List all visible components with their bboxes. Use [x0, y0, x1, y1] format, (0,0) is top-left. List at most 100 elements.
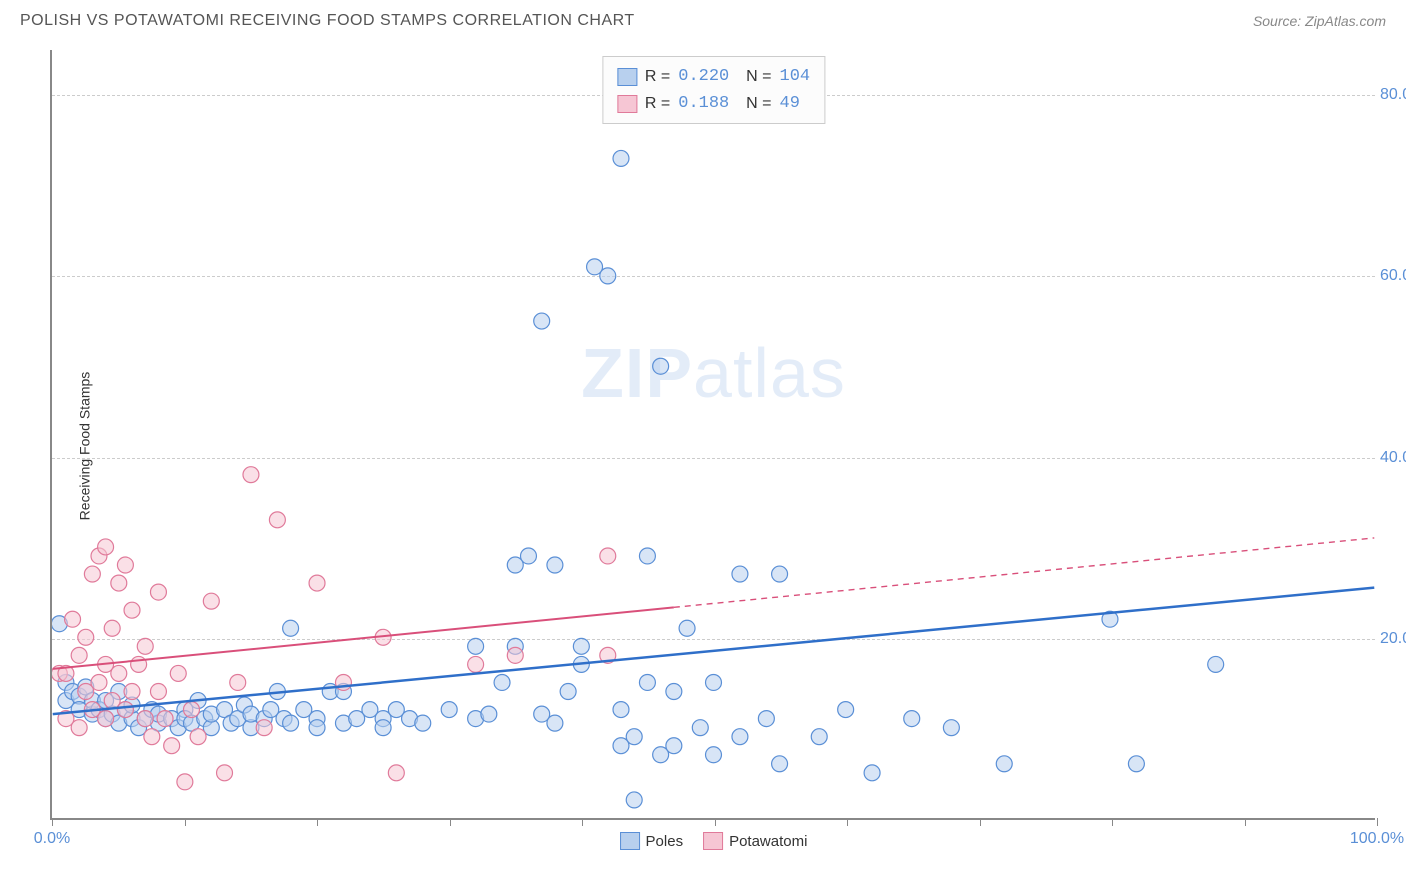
data-point — [507, 647, 523, 663]
data-point — [521, 548, 537, 564]
data-point — [547, 557, 563, 573]
data-point — [170, 665, 186, 681]
data-point — [415, 715, 431, 731]
data-point — [137, 638, 153, 654]
y-tick-label: 80.0% — [1380, 86, 1406, 104]
data-point — [864, 765, 880, 781]
series-legend: Poles Potawatomi — [620, 832, 808, 850]
x-tick-label: 100.0% — [1350, 830, 1404, 848]
data-point — [388, 765, 404, 781]
x-tick — [1112, 818, 1113, 826]
data-point — [481, 706, 497, 722]
data-point — [111, 575, 127, 591]
x-tick-label: 0.0% — [34, 830, 70, 848]
data-point — [534, 313, 550, 329]
data-point — [190, 729, 206, 745]
x-tick — [1245, 818, 1246, 826]
data-point — [732, 729, 748, 745]
data-point — [706, 747, 722, 763]
data-point — [600, 548, 616, 564]
legend-swatch-potawatomi-bottom — [703, 832, 723, 850]
scatter-svg — [52, 50, 1375, 818]
data-point — [71, 720, 87, 736]
data-point — [639, 548, 655, 564]
x-tick — [847, 818, 848, 826]
data-point — [666, 738, 682, 754]
data-point — [758, 711, 774, 727]
data-point — [78, 629, 94, 645]
data-point — [838, 702, 854, 718]
legend-swatch-potawatomi — [617, 95, 637, 113]
data-point — [243, 467, 259, 483]
data-point — [335, 674, 351, 690]
x-tick — [317, 818, 318, 826]
data-point — [283, 715, 299, 731]
legend-row-poles: R = 0.220 N = 104 — [617, 63, 810, 90]
data-point — [256, 720, 272, 736]
data-point — [904, 711, 920, 727]
data-point — [706, 674, 722, 690]
correlation-legend: R = 0.220 N = 104 R = 0.188 N = 49 — [602, 56, 825, 124]
data-point — [71, 647, 87, 663]
data-point — [217, 765, 233, 781]
data-point — [65, 611, 81, 627]
data-point — [104, 620, 120, 636]
x-tick — [582, 818, 583, 826]
data-point — [375, 720, 391, 736]
data-point — [117, 557, 133, 573]
data-point — [666, 684, 682, 700]
trendline — [53, 588, 1375, 714]
source-label: Source: ZipAtlas.com — [1253, 13, 1386, 29]
data-point — [150, 684, 166, 700]
legend-swatch-poles — [617, 68, 637, 86]
data-point — [124, 684, 140, 700]
data-point — [626, 792, 642, 808]
data-point — [84, 566, 100, 582]
x-tick — [52, 818, 53, 826]
legend-item-potawatomi: Potawatomi — [703, 832, 807, 850]
data-point — [230, 674, 246, 690]
data-point — [269, 512, 285, 528]
legend-item-poles: Poles — [620, 832, 684, 850]
data-point — [203, 593, 219, 609]
data-point — [679, 620, 695, 636]
data-point — [547, 715, 563, 731]
x-tick — [980, 818, 981, 826]
data-point — [560, 684, 576, 700]
data-point — [639, 674, 655, 690]
legend-swatch-poles-bottom — [620, 832, 640, 850]
data-point — [494, 674, 510, 690]
data-point — [468, 638, 484, 654]
y-tick-label: 60.0% — [1380, 267, 1406, 285]
data-point — [177, 774, 193, 790]
data-point — [626, 729, 642, 745]
data-point — [111, 665, 127, 681]
chart-plot-area: ZIPatlas R = 0.220 N = 104 R = 0.188 N =… — [50, 50, 1375, 820]
data-point — [772, 756, 788, 772]
x-tick — [185, 818, 186, 826]
y-tick-label: 40.0% — [1380, 449, 1406, 467]
chart-header: POLISH VS POTAWATOMI RECEIVING FOOD STAM… — [0, 0, 1406, 38]
data-point — [150, 584, 166, 600]
data-point — [996, 756, 1012, 772]
legend-row-potawatomi: R = 0.188 N = 49 — [617, 90, 810, 117]
data-point — [1208, 656, 1224, 672]
data-point — [98, 711, 114, 727]
data-point — [653, 358, 669, 374]
data-point — [811, 729, 827, 745]
chart-title: POLISH VS POTAWATOMI RECEIVING FOOD STAM… — [20, 12, 635, 30]
data-point — [613, 150, 629, 166]
data-point — [117, 702, 133, 718]
data-point — [98, 539, 114, 555]
data-point — [137, 711, 153, 727]
data-point — [309, 720, 325, 736]
data-point — [91, 674, 107, 690]
data-point — [124, 602, 140, 618]
data-point — [164, 738, 180, 754]
x-tick — [715, 818, 716, 826]
data-point — [772, 566, 788, 582]
data-point — [600, 268, 616, 284]
data-point — [943, 720, 959, 736]
data-point — [732, 566, 748, 582]
data-point — [131, 656, 147, 672]
